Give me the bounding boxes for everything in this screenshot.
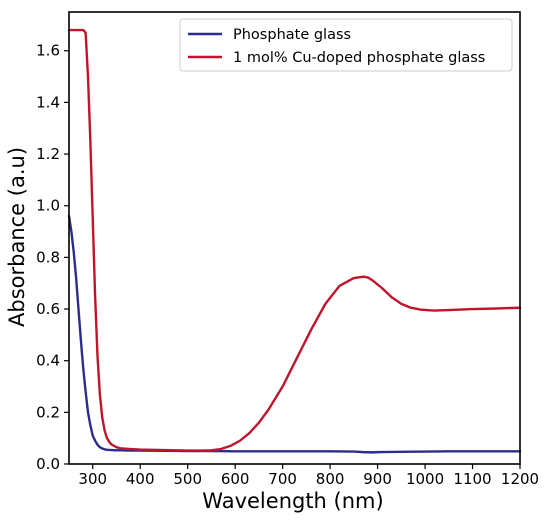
x-tick-label: 1000 [406,470,444,488]
x-axis-ticks: 300 400 500 600 700 800 900 1000 1100 1200 [78,464,539,488]
plot-frame [68,11,521,465]
series-line-0 [67,214,522,454]
y-tick-label: 0.0 [36,455,60,473]
x-axis-title: Wavelength (nm) [202,489,383,513]
x-tick-label: 1200 [501,470,539,488]
y-tick-label: 1.2 [36,145,60,163]
legend-box [179,18,513,72]
x-tick-label: 700 [268,470,297,488]
y-axis-title: Absorbance (a.u) [5,147,29,327]
y-tick-label: 0.4 [36,352,60,370]
series-line-1 [67,28,522,452]
y-axis-ticks: 0.0 0.2 0.4 0.6 0.8 1.0 1.2 1.4 1.6 [36,42,69,473]
x-tick-label: 900 [363,470,392,488]
x-tick-label: 400 [126,470,155,488]
legend-label-cu-doped-glass: 1 mol% Cu-doped phosphate glass [233,50,485,66]
legend: Phosphate glass 1 mol% Cu-doped phosphat… [179,18,513,72]
x-tick-label: 800 [316,470,345,488]
y-tick-label: 0.6 [36,300,60,318]
x-tick-label: 500 [173,470,202,488]
y-tick-label: 1.0 [36,197,60,215]
x-tick-label: 1100 [453,470,491,488]
y-tick-label: 0.8 [36,248,60,266]
x-tick-label: 300 [78,470,107,488]
plot-lines [67,28,522,454]
y-tick-label: 1.6 [36,42,60,60]
y-tick-label: 1.4 [36,93,60,111]
y-tick-label: 0.2 [36,403,60,421]
x-tick-label: 600 [221,470,250,488]
legend-label-phosphate-glass: Phosphate glass [233,27,351,43]
